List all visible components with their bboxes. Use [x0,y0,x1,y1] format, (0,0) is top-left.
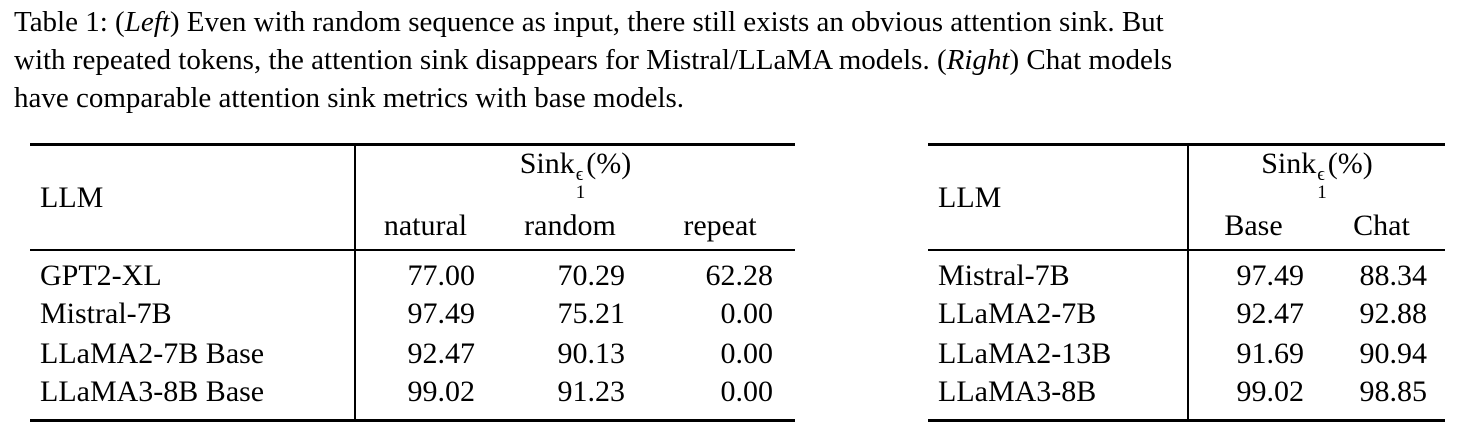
left-table: LLM Sink ϵ 1 (%) natural random repeat GPT2… [30,143,795,422]
value-cell: 90.13 [557,337,626,370]
left-table-header: LLM Sink ϵ 1 (%) natural random repeat [30,144,795,250]
table-row: LLaMA2-7B Base 92.47 90.13 0.00 [30,334,795,374]
value-cell: 98.85 [1359,375,1428,408]
value-cell: 97.49 [354,294,495,334]
value-cell: 99.02 [1187,374,1318,421]
caption-italic-left: Left [124,6,170,38]
left-col-natural: natural [354,202,495,250]
sink-label: Sink [1261,147,1317,181]
value-cell: 92.88 [1359,297,1428,330]
caption-text: with repeated tokens, the attention sink… [14,44,947,76]
llm-cell: Mistral-7B [938,259,1070,292]
sink-unit: (%) [586,147,632,181]
table-row: LLaMA3-8B Base 99.02 91.23 0.00 [30,374,795,421]
value-cell: 0.00 [720,337,774,370]
right-table-header: LLM Sink ϵ 1 (%) Base Chat [928,144,1446,250]
value-cell: 88.34 [1359,259,1428,292]
llm-cell: LLaMA2-13B [938,337,1112,370]
value-cell: 90.94 [1359,337,1428,370]
sink-superscript: ϵ [1317,164,1325,186]
caption-line-3: have comparable attention sink metrics w… [14,82,685,114]
table-caption: Table 1: (Left) Even with random sequenc… [14,3,1476,117]
left-sink-metric-header: Sink ϵ 1 (%) [354,144,795,203]
right-table: LLM Sink ϵ 1 (%) Base Chat Mistral-7B 97.49… [928,143,1446,422]
caption-text: ) Even with random sequence as input, th… [169,6,1164,38]
right-col-chat: Chat [1353,208,1410,242]
value-cell: 99.02 [354,374,495,421]
sink-unit: (%) [1327,147,1373,181]
llm-cell: LLaMA3-8B [938,375,1097,408]
llm-cell: LLaMA2-7B Base [40,337,265,370]
table-row: LLaMA2-7B 92.47 92.88 [928,294,1445,334]
caption-line-1: Table 1: (Left) Even with random sequenc… [14,3,1476,41]
sink-subscript: 1 [575,181,586,203]
llm-cell: LLaMA2-7B [938,297,1097,330]
value-cell: 92.47 [1187,294,1318,334]
llm-cell: GPT2-XL [40,259,162,292]
table-row: LLaMA3-8B 99.02 98.85 [928,374,1445,421]
caption-italic-right: Right [946,44,1010,76]
caption-text: ) Chat models [1009,44,1173,76]
table-row: GPT2-XL 77.00 70.29 62.28 [30,250,795,294]
llm-cell: Mistral-7B [40,297,172,330]
value-cell: 77.00 [354,250,495,294]
value-cell: 91.69 [1187,334,1318,374]
right-col-base: Base [1187,202,1318,250]
right-sink-metric-header: Sink ϵ 1 (%) [1186,144,1446,203]
table-row: LLaMA2-13B 91.69 90.94 [928,334,1445,374]
left-col-random: random [524,208,616,242]
table-row: Mistral-7B 97.49 75.21 0.00 [30,294,795,334]
value-cell: 70.29 [557,259,626,292]
llm-cell: LLaMA3-8B Base [40,375,265,408]
right-llm-header: LLM [938,180,1002,214]
value-cell: 97.49 [1187,250,1318,294]
caption-text: Table 1: ( [14,6,125,38]
value-cell: 92.47 [354,334,495,374]
value-cell: 62.28 [705,259,774,292]
table-row: Mistral-7B 97.49 88.34 [928,250,1445,294]
value-cell: 75.21 [557,297,626,330]
caption-line-2: with repeated tokens, the attention sink… [14,41,1476,79]
sink-subscript: 1 [1317,181,1327,203]
left-llm-header: LLM [40,180,104,214]
sink-label: Sink [519,147,575,181]
left-col-repeat: repeat [683,208,757,242]
value-cell: 0.00 [720,297,774,330]
sink-superscript: ϵ [575,164,584,186]
value-cell: 0.00 [720,375,774,408]
value-cell: 91.23 [557,375,626,408]
